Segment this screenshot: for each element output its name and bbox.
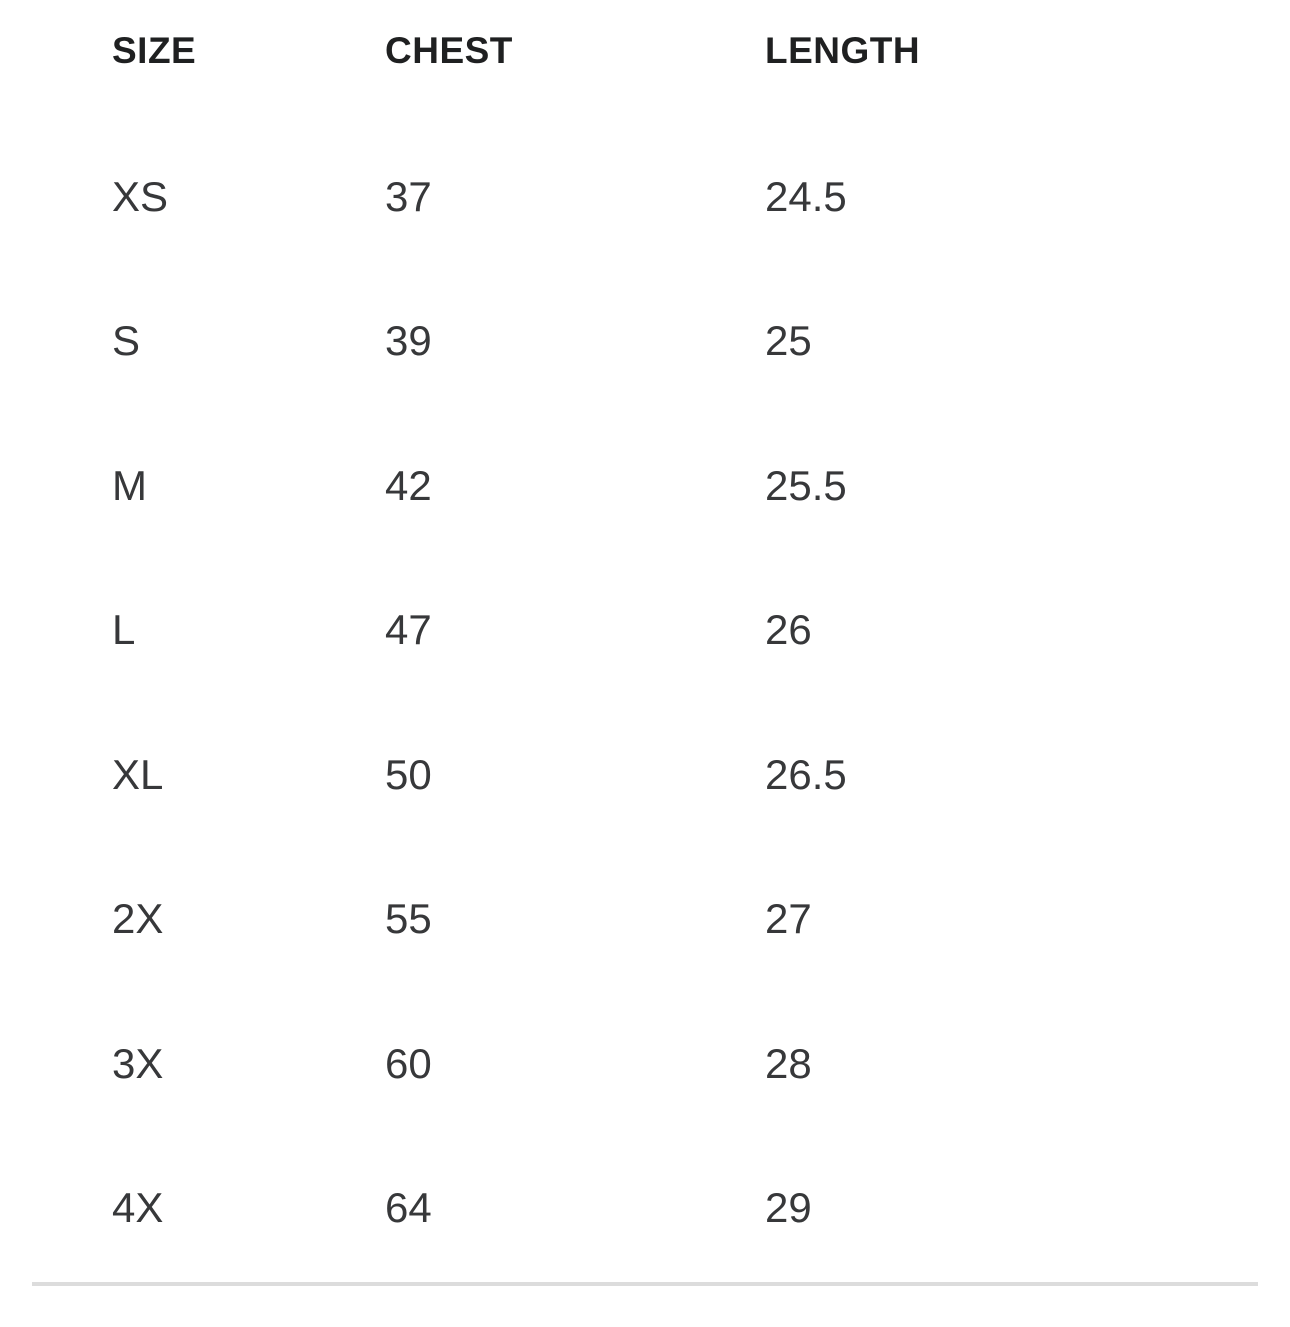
chest-cell: 60	[385, 1039, 432, 1087]
length-cell: 26.5	[765, 750, 847, 798]
size-chart-table: SIZE CHEST LENGTH XS 37 24.5 S 39 25 M 4…	[32, 26, 1290, 1286]
table-header-row: SIZE CHEST LENGTH	[112, 26, 1290, 171]
length-cell: 27	[765, 895, 812, 942]
table-row: L 47 26	[112, 604, 1290, 749]
chest-cell: 37	[385, 172, 432, 220]
table-body: XS 37 24.5 S 39 25 M 42 25.5 L 47 26 XL …	[112, 171, 1290, 1327]
size-cell: 4X	[112, 1184, 164, 1231]
table-row: XS 37 24.5	[112, 171, 1290, 316]
table-row: M 42 25.5	[112, 460, 1290, 605]
size-cell: M	[112, 461, 147, 509]
size-cell: 3X	[112, 1039, 164, 1087]
length-cell: 25.5	[765, 461, 847, 509]
column-header-size: SIZE	[112, 30, 197, 71]
size-cell: S	[112, 317, 141, 364]
chest-cell: 42	[385, 461, 432, 509]
bottom-divider	[32, 1282, 1258, 1286]
table-row: 2X 55 27	[112, 893, 1290, 1038]
length-cell: 25	[765, 317, 812, 364]
table-row: 4X 64 29	[112, 1182, 1290, 1327]
chest-cell: 50	[385, 750, 432, 798]
length-cell: 28	[765, 1039, 812, 1087]
chest-cell: 55	[385, 895, 432, 942]
length-cell: 24.5	[765, 172, 847, 220]
length-cell: 29	[765, 1184, 812, 1231]
size-cell: 2X	[112, 895, 164, 942]
chest-cell: 64	[385, 1184, 432, 1231]
table-row: XL 50 26.5	[112, 749, 1290, 894]
chest-cell: 47	[385, 606, 432, 653]
size-cell: XS	[112, 172, 169, 220]
size-cell: XL	[112, 750, 164, 798]
column-header-chest: CHEST	[385, 30, 513, 71]
column-header-length: LENGTH	[765, 30, 921, 71]
length-cell: 26	[765, 606, 812, 653]
size-cell: L	[112, 606, 136, 653]
table-row: 3X 60 28	[112, 1038, 1290, 1183]
chest-cell: 39	[385, 317, 432, 364]
table-row: S 39 25	[112, 315, 1290, 460]
